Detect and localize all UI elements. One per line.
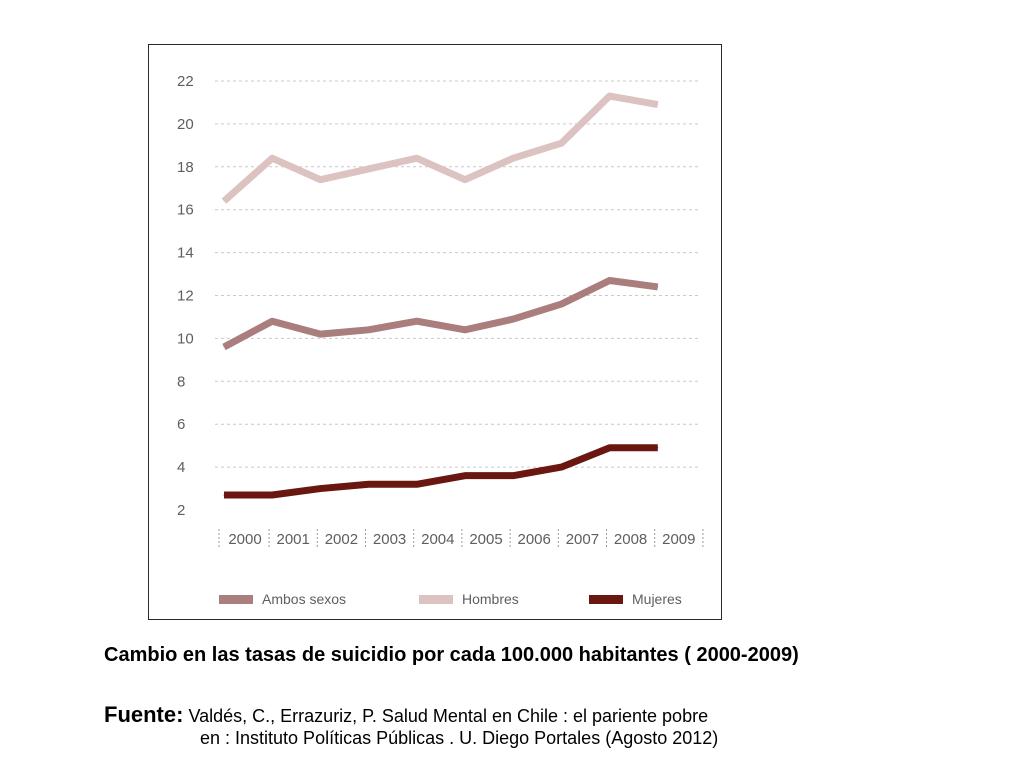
data-point <box>560 303 562 305</box>
x-tick-label: 2007 <box>566 531 599 548</box>
data-point <box>657 286 659 288</box>
y-tick-label: 18 <box>177 159 194 176</box>
x-tick-label: 2009 <box>662 531 695 548</box>
source-citation: Fuente: Valdés, C., Errazuriz, P. Salud … <box>104 704 1004 749</box>
data-point <box>368 483 370 485</box>
x-tick-label: 2005 <box>469 531 502 548</box>
data-point <box>271 320 273 322</box>
x-tick-label: 2002 <box>325 531 358 548</box>
data-point <box>319 333 321 335</box>
data-point <box>512 475 514 477</box>
x-tick-label: 2000 <box>228 531 261 548</box>
x-tick-label: 2004 <box>421 531 454 548</box>
data-point <box>560 466 562 468</box>
data-point <box>464 475 466 477</box>
data-point <box>464 179 466 181</box>
data-point <box>319 179 321 181</box>
data-point <box>609 447 611 449</box>
data-point <box>368 329 370 331</box>
source-label: Fuente: <box>104 702 184 727</box>
x-tick-label: 2008 <box>614 531 647 548</box>
y-tick-label: 8 <box>177 373 185 390</box>
chart-frame: 2 4 6 8 10 12 14 16 18 20 22 2000 2001 2002 2003 2004 20… <box>148 44 722 620</box>
data-point <box>223 200 225 202</box>
legend-swatch <box>419 595 453 604</box>
y-tick-label: 4 <box>177 459 185 476</box>
data-point <box>657 104 659 106</box>
legend-swatch <box>219 595 253 604</box>
series-line-mujeres <box>224 444 658 499</box>
x-tick-label: 2006 <box>518 531 551 548</box>
data-point <box>416 320 418 322</box>
legend-label: Hombres <box>462 591 519 607</box>
y-tick-label: 10 <box>177 330 194 347</box>
y-tick-label: 6 <box>177 416 185 433</box>
chart-caption: Cambio en las tasas de suicidio por cada… <box>104 644 799 666</box>
x-tick-label: 2003 <box>373 531 406 548</box>
series-line-hombres <box>221 92 659 204</box>
x-tick-label: 2001 <box>277 531 310 548</box>
legend-label: Mujeres <box>632 591 682 607</box>
data-point <box>319 488 321 490</box>
data-point <box>512 318 514 320</box>
data-point <box>271 157 273 159</box>
data-point <box>609 279 611 281</box>
y-tick-label: 2 <box>177 502 185 519</box>
y-tick-label: 12 <box>177 288 194 305</box>
y-tick-label: 14 <box>177 245 194 262</box>
y-tick-label: 20 <box>177 116 194 133</box>
legend-label: Ambos sexos <box>262 591 346 607</box>
data-point <box>609 95 611 97</box>
data-point <box>271 494 273 496</box>
data-point <box>223 346 225 348</box>
data-point <box>416 483 418 485</box>
source-line-2: en : Instituto Políticas Públicas . U. D… <box>200 728 719 748</box>
series-line-ambos-sexos <box>222 276 659 351</box>
source-line-1: Valdés, C., Errazuriz, P. Salud Mental e… <box>188 706 709 726</box>
data-point <box>368 168 370 170</box>
suicide-rate-line-chart: 2 4 6 8 10 12 14 16 18 20 22 2000 2001 2002 2003 2004 20… <box>177 73 704 607</box>
data-point <box>657 447 659 449</box>
data-point <box>223 494 225 496</box>
data-point <box>464 329 466 331</box>
y-tick-label: 22 <box>177 73 194 90</box>
data-point <box>416 157 418 159</box>
legend-swatch <box>589 595 623 604</box>
data-point <box>512 157 514 159</box>
y-tick-label: 16 <box>177 202 194 219</box>
data-point <box>560 142 562 144</box>
